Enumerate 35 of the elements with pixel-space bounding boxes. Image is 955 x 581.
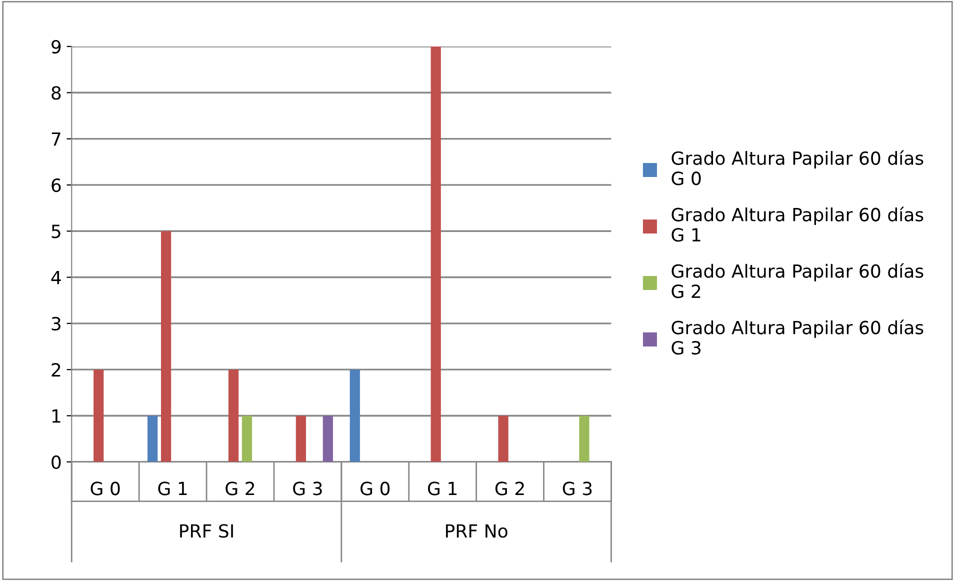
legend-label: Grado Altura Papilar 60 días G 3 (672, 320, 924, 355)
x-tick-label: G 2 (226, 482, 254, 496)
x-tick-label: G 2 (495, 482, 524, 496)
bar (94, 370, 104, 462)
text: PRF SI (180, 524, 233, 538)
bar (350, 370, 360, 462)
x-tick-label: G 0 (90, 482, 120, 496)
text: PRF No (446, 524, 508, 538)
x-tick-label: G 3 (562, 482, 592, 496)
bar (430, 46, 441, 462)
legend-label: Grado Altura Papilar 60 días G 2 (672, 263, 924, 298)
bar (498, 416, 508, 462)
bar (160, 231, 172, 462)
bar (242, 416, 252, 462)
x-tick-label: G 1 (428, 482, 457, 496)
legend-label: Grado Altura Papilar 60 días G 1 (672, 206, 924, 242)
y-tick-label: 2 (52, 363, 60, 376)
y-tick-label: 5 (52, 224, 60, 238)
y-tick-label: 6 (52, 178, 61, 192)
y-tick-label: 8 (52, 86, 61, 100)
y-tick-label: 0 (52, 455, 61, 470)
y-tick-label: 7 (52, 132, 60, 146)
bar (296, 416, 306, 462)
bar (579, 416, 590, 462)
y-tick-label: 1 (52, 409, 60, 423)
y-tick-label: 4 (51, 270, 61, 284)
bar (228, 370, 239, 462)
bar (148, 416, 158, 462)
y-tick-label: 9 (52, 40, 61, 54)
x-tick-label: G 3 (293, 482, 322, 496)
legend-label: Grado Altura Papilar 60 días G 0 (672, 150, 924, 186)
bar (322, 416, 333, 462)
x-tick-label: G 0 (360, 482, 390, 496)
y-tick-label: 3 (52, 316, 60, 331)
x-tick-label: G 1 (158, 482, 187, 496)
